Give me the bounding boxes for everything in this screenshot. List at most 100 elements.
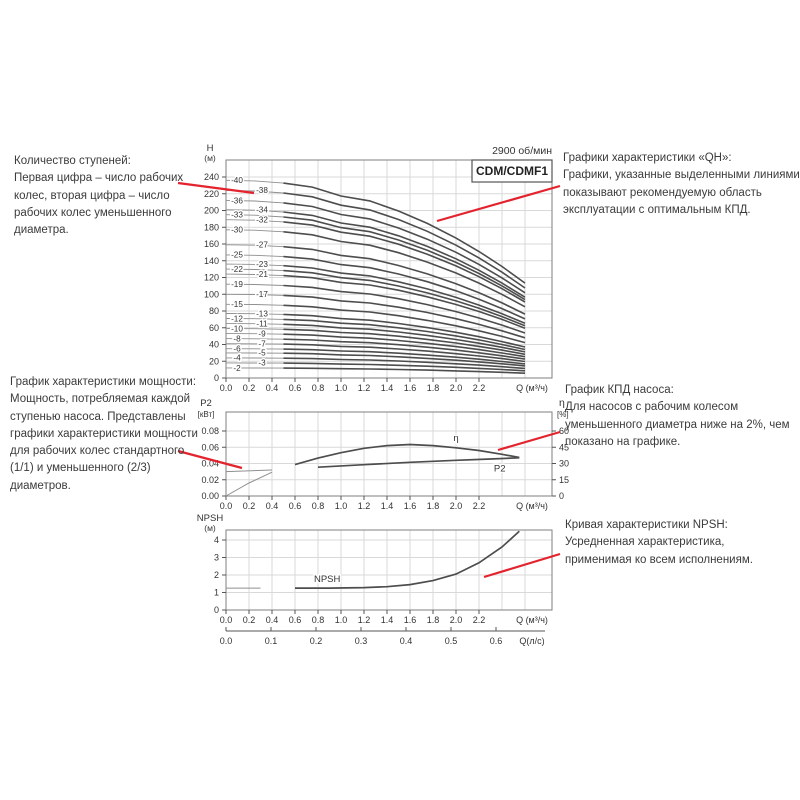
x-axis-unit-label: Q (м³/ч) <box>516 383 548 393</box>
eta-curve-thin <box>225 471 273 497</box>
stage-label-11: -11 <box>256 319 268 328</box>
stage-label-22: -22 <box>231 265 243 274</box>
qh-curve-thin <box>225 219 284 223</box>
x-tick-label: 0.2 <box>243 501 256 511</box>
x-tick-label: 0.2 <box>243 383 256 393</box>
annotation-body: Для насосов с рабочим колесом уменьшенно… <box>565 401 790 448</box>
lps-tick-label: 0.0 <box>220 636 233 646</box>
stage-label-25: -25 <box>231 251 243 260</box>
qh-curve-6 <box>283 348 526 365</box>
leader-power-curve <box>177 449 243 470</box>
y-tick-label: 120 <box>204 273 219 283</box>
qh-curve-thin <box>225 263 284 267</box>
qh-curve-5 <box>283 352 526 367</box>
stage-label-13: -13 <box>256 309 268 318</box>
npsh-tick-label: 2 <box>214 570 219 580</box>
stage-label-36: -36 <box>231 196 243 205</box>
qh-curve-40 <box>283 182 526 284</box>
stage-label-33: -33 <box>231 210 243 219</box>
plot-frame <box>225 529 553 611</box>
eta-curve-label: η <box>453 433 458 444</box>
rpm-label: 2900 об/мин <box>492 145 552 157</box>
stage-label-32: -32 <box>256 216 268 225</box>
qh-curve-17 <box>283 294 526 339</box>
qh-curve-33 <box>283 216 526 301</box>
qh-curve-19 <box>283 284 526 334</box>
stage-label-8: -8 <box>233 334 241 343</box>
qh-curve-15 <box>283 304 526 344</box>
x-tick-label: 0.4 <box>266 501 279 511</box>
eta-tick-label: 60 <box>559 426 569 436</box>
leader-qh-curves <box>436 184 561 223</box>
y-axis-label: H <box>207 143 214 154</box>
qh-curve-thin <box>225 303 284 306</box>
npsh-tick-label: 3 <box>214 553 219 563</box>
x-tick-label: 0.6 <box>289 383 302 393</box>
x-tick-label: 0.8 <box>312 383 325 393</box>
power-efficiency-chart: 0.000.020.040.060.08015304560P2[кВт]η[%]… <box>198 397 569 511</box>
p2-tick-label: 0.06 <box>201 442 219 452</box>
annotation-title: Количество ступеней: <box>14 155 131 167</box>
annotation-stage-count: Количество ступеней: Первая цифра – числ… <box>14 153 186 239</box>
annotation-qh-curves: Графики характеристики «QH»: Графики, ук… <box>563 150 800 219</box>
qh-curve-thin <box>225 328 284 330</box>
stage-label-23: -23 <box>256 260 268 269</box>
annotation-title: График КПД насоса: <box>565 384 674 396</box>
qh-curve-thin <box>225 209 284 213</box>
qh-curve-thin <box>225 283 284 286</box>
lps-tick-label: 0.5 <box>445 636 458 646</box>
x-tick-label: 2.0 <box>450 615 463 625</box>
plot-frame <box>225 411 553 497</box>
qh-chart: 0 20 40 60 80 100 120 140 160 180 200 220 240 H(м) 0.0… <box>204 143 553 393</box>
y-tick-label: 240 <box>204 172 219 182</box>
x-tick-label: 1.6 <box>404 383 417 393</box>
annotation-title: Графики характеристики «QH»: <box>563 152 732 164</box>
p2-curve-thin <box>225 469 273 473</box>
eta-axis-label: η <box>559 397 565 409</box>
stage-label-9: -9 <box>258 329 266 338</box>
leader-efficiency <box>497 430 561 452</box>
x-tick-label: 1.0 <box>335 615 348 625</box>
eta-axis-unit: [%] <box>557 410 569 419</box>
eta-curve <box>294 443 520 466</box>
x-tick-label: 1.0 <box>335 383 348 393</box>
eta-tick-label: 45 <box>559 442 569 452</box>
stage-label-27: -27 <box>256 241 268 250</box>
qh-curve-25 <box>283 255 526 320</box>
pump-model-label: CDM/CDMF1 <box>476 164 548 178</box>
annotation-title: График характеристики мощности: <box>10 376 197 388</box>
x-tick-label: 1.2 <box>358 383 371 393</box>
qh-curve-thin <box>225 254 284 258</box>
annotation-body: Мощность, потребляемая каждой ступенью н… <box>10 393 198 492</box>
p2-tick-label: 0.04 <box>201 459 219 469</box>
x-tick-label: 1.8 <box>427 615 440 625</box>
y-tick-label: 100 <box>204 289 219 299</box>
annotation-body: Усредненная характеристика, применимая к… <box>565 536 753 566</box>
y-tick-label: 20 <box>209 356 219 366</box>
qh-curve-13 <box>283 313 526 348</box>
x-tick-label: 2.2 <box>473 615 486 625</box>
p2-curve <box>317 456 520 469</box>
eta-tick-label: 0 <box>559 491 564 501</box>
stage-label-6: -6 <box>233 344 241 353</box>
y-tick-label: 0 <box>214 373 219 383</box>
qh-curve-36 <box>283 202 526 294</box>
stage-label-40: -40 <box>231 176 243 185</box>
qh-curve-thin <box>225 244 284 248</box>
annotation-title: Кривая характеристики NPSH: <box>565 519 728 531</box>
qh-curve-3 <box>283 362 526 372</box>
y-tick-label: 80 <box>209 306 219 316</box>
y-tick-label: 140 <box>204 256 219 266</box>
qh-curve-11 <box>283 323 526 353</box>
lps-tick-label: 0.4 <box>400 636 413 646</box>
stage-label-21: -21 <box>256 270 268 279</box>
eta-tick-label: 30 <box>559 459 569 469</box>
qh-curve-27 <box>283 245 526 315</box>
lps-tick-label: 0.3 <box>355 636 368 646</box>
qh-curve-30 <box>283 231 526 308</box>
model-box <box>471 159 553 183</box>
stage-label-19: -19 <box>231 280 243 289</box>
x-tick-label: 1.4 <box>381 383 394 393</box>
